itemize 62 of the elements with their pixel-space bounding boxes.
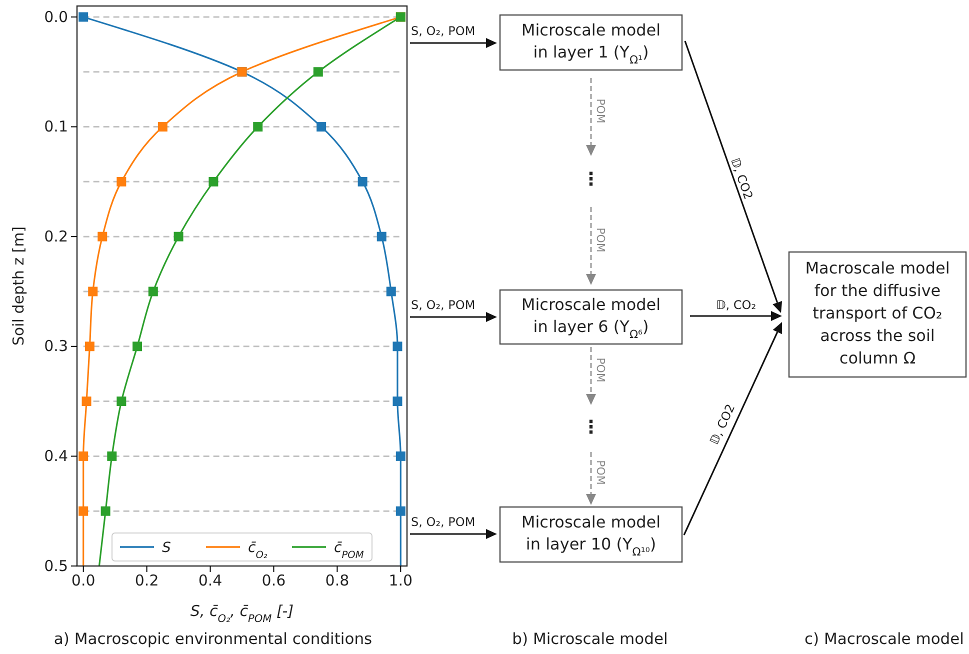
text: S, O₂, POM (411, 298, 476, 312)
legend-label: S (162, 540, 171, 556)
text: b) Microscale model (512, 630, 668, 648)
x-tick-label: 0.4 (198, 572, 222, 590)
text: POM (594, 98, 607, 124)
text: a) Macroscopic environmental conditions (54, 630, 372, 648)
point (158, 122, 168, 132)
point (396, 506, 406, 516)
legend-label: c̄$_{POM}$ (334, 540, 364, 560)
y-axis-title: Soil depth z [m] (9, 226, 28, 346)
point (358, 176, 368, 186)
x-tick-label: 0.6 (262, 572, 286, 590)
point (78, 451, 88, 461)
y-tick-label: 0.1 (44, 118, 68, 136)
point (386, 286, 396, 296)
point (84, 342, 94, 352)
point (376, 232, 386, 242)
text: ⋮ (582, 416, 600, 438)
point (100, 506, 110, 516)
text: Macroscale model for the diffusive transport of CO₂ across the soil column Ω (805, 258, 950, 368)
text: ⋮ (582, 168, 600, 190)
text: S, O₂, POM (411, 24, 476, 38)
point (313, 67, 323, 77)
text: POM (594, 358, 607, 382)
point (107, 451, 117, 461)
y-tick-label: 0.5 (44, 556, 68, 575)
text: Microscale model in layer 1 (Y$_{Ω¹}$) (521, 20, 661, 66)
point (82, 396, 92, 406)
point (396, 451, 406, 461)
y-tick-label: 0.4 (44, 446, 68, 465)
text: POM (594, 228, 607, 252)
y-tick-label: 0.3 (44, 337, 68, 356)
text: 𝔻, CO2 (707, 402, 738, 447)
text: POM (594, 460, 607, 485)
point (116, 176, 126, 186)
text: Microscale model in layer 6 (Y$_{Ω⁶}$) (521, 295, 661, 341)
point (88, 286, 98, 296)
text: c) Macroscale model (804, 630, 964, 648)
x-tick-label: 0.2 (134, 572, 159, 590)
point (392, 396, 402, 406)
x-axis-title: S, c̄$_{O₂}$, c̄$_{POM}$ [-] (190, 602, 294, 625)
point (78, 12, 88, 22)
y-tick-label: 0.0 (44, 8, 68, 26)
text: S, O₂, POM (411, 515, 476, 529)
x-tick-label: 0.0 (71, 572, 96, 590)
point (78, 506, 88, 516)
point (392, 342, 402, 352)
point (116, 396, 126, 406)
text: 𝔻, CO2 (728, 156, 756, 202)
legend-label: c̄$_{O₂}$ (248, 540, 268, 560)
point (253, 122, 263, 132)
y-tick-label: 0.2 (44, 227, 68, 246)
point (208, 176, 218, 186)
point (132, 342, 142, 352)
text: 𝔻, CO₂ (716, 298, 756, 312)
point (316, 122, 326, 132)
x-tick-label: 1.0 (388, 572, 413, 590)
point (148, 286, 158, 296)
point (174, 232, 184, 242)
point (98, 232, 108, 242)
x-tick-label: 0.8 (325, 572, 350, 590)
text: Microscale model in layer 10 (Y$_{Ω¹⁰}$) (521, 512, 661, 558)
